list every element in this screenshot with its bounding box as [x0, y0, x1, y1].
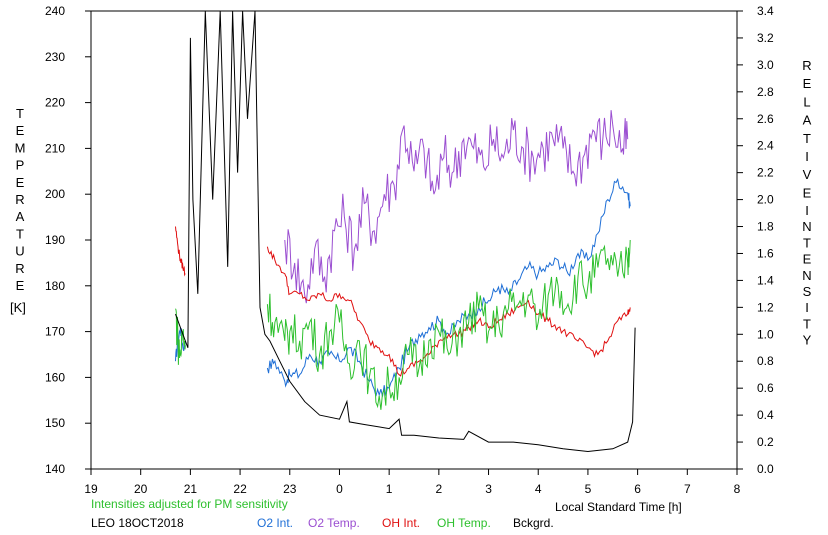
x-axis-label: Local Standard Time [h] — [555, 500, 682, 514]
x-axis-tick-label: 7 — [684, 482, 691, 496]
left-axis-label-letter: T — [16, 226, 24, 241]
left-axis-tick-label: 190 — [45, 233, 65, 247]
right-axis-label-letter: A — [803, 113, 812, 128]
right-axis-label-letter: N — [802, 219, 811, 234]
right-axis-label-letter: Y — [803, 333, 812, 348]
series-line-oh-int — [175, 226, 186, 277]
x-axis-tick-label: 23 — [283, 482, 297, 496]
x-axis-tick-label: 8 — [734, 482, 741, 496]
right-axis-label-letter: I — [805, 300, 809, 315]
series-line-oh-temp — [266, 239, 631, 410]
left-axis-label-letter: R — [15, 192, 24, 207]
left-axis-tick-label: 210 — [45, 141, 65, 155]
right-axis-tick-label: 0.8 — [757, 354, 774, 368]
right-axis-tick-label: 2.4 — [757, 139, 774, 153]
series-line-oh-int — [266, 246, 631, 377]
left-axis-label-letter: E — [16, 123, 25, 138]
right-axis-tick-label: 0.0 — [757, 462, 774, 476]
right-axis-label-letter: E — [803, 76, 812, 91]
series-line-o2-temp — [284, 110, 629, 304]
x-axis-tick-label: 20 — [134, 482, 148, 496]
x-axis-tick-label: 22 — [233, 482, 247, 496]
right-axis-tick-label: 1.6 — [757, 246, 774, 260]
left-axis-tick-label: 230 — [45, 50, 65, 64]
legend-entry-oh-int: OH Int. — [382, 516, 420, 530]
right-axis-tick-label: 3.4 — [757, 4, 774, 18]
right-axis-label-letter: I — [805, 203, 809, 218]
left-axis-tick-label: 220 — [45, 96, 65, 110]
x-axis-tick-label: 0 — [336, 482, 343, 496]
legend-entry-oh-temp: OH Temp. — [437, 516, 491, 530]
axes-group: 1401501601701801902002102202302400.00.20… — [15, 4, 812, 496]
left-axis-label-letter: M — [15, 140, 26, 155]
right-axis-label-letter: R — [802, 58, 811, 73]
x-axis-tick-label: 19 — [84, 482, 98, 496]
left-axis-tick-label: 160 — [45, 370, 65, 384]
left-axis-tick-label: 240 — [45, 4, 65, 18]
x-axis-tick-label: 21 — [184, 482, 198, 496]
right-axis-label-letter: T — [803, 316, 811, 331]
right-axis-label-letter: V — [803, 167, 812, 182]
right-axis-tick-label: 0.2 — [757, 435, 774, 449]
right-axis-label-letter: L — [803, 94, 810, 109]
legend: O2 Int. O2 Temp. OH Int. OH Temp. Bckgrd. — [257, 516, 554, 530]
right-axis-tick-label: 1.8 — [757, 220, 774, 234]
right-axis-tick-label: 1.4 — [757, 273, 774, 287]
legend-entry-o2-int: O2 Int. — [257, 516, 293, 530]
left-axis-tick-label: 200 — [45, 187, 65, 201]
left-axis-unit: [K] — [10, 300, 26, 315]
right-axis-label-letter: T — [803, 235, 811, 250]
right-axis-tick-label: 2.8 — [757, 85, 774, 99]
legend-entry-o2-temp: O2 Temp. — [308, 516, 360, 530]
right-axis-label-letter: S — [803, 284, 812, 299]
left-axis-label-letter: U — [15, 244, 24, 259]
right-axis-tick-label: 3.2 — [757, 31, 774, 45]
x-axis-tick-label: 5 — [585, 482, 592, 496]
left-axis-label-letter: E — [16, 175, 25, 190]
legend-entry-bckgrd: Bckgrd. — [513, 516, 554, 530]
left-axis-tick-label: 150 — [45, 416, 65, 430]
series-line-bckgrd — [175, 10, 636, 453]
left-axis-tick-label: 140 — [45, 462, 65, 476]
x-axis-tick-label: 6 — [634, 482, 641, 496]
plot-frame — [90, 10, 738, 470]
left-axis-label-letter: E — [16, 278, 25, 293]
left-axis-tick-label: 170 — [45, 325, 65, 339]
left-axis-label-letter: P — [16, 158, 25, 173]
right-axis-label-letter: E — [803, 185, 812, 200]
x-axis-tick-label: 2 — [436, 482, 443, 496]
right-axis-label-letter: N — [802, 268, 811, 283]
right-axis-label-letter: E — [803, 252, 812, 267]
site-date-label: LEO 18OCT2018 — [91, 516, 184, 530]
right-axis-label-letter: T — [803, 131, 811, 146]
left-axis-label-letter: A — [16, 209, 25, 224]
x-axis-tick-label: 3 — [485, 482, 492, 496]
left-axis-label-letter: T — [16, 106, 24, 121]
left-axis-tick-label: 180 — [45, 279, 65, 293]
right-axis-label-letter: I — [805, 149, 809, 164]
right-axis-tick-label: 1.2 — [757, 300, 774, 314]
right-axis-tick-label: 2.2 — [757, 166, 774, 180]
x-axis-tick-label: 1 — [386, 482, 393, 496]
right-axis-tick-label: 0.6 — [757, 381, 774, 395]
right-axis-tick-label: 2.6 — [757, 112, 774, 126]
series-line-oh-temp — [175, 308, 186, 365]
left-axis-label-letter: R — [15, 261, 24, 276]
x-axis-tick-label: 4 — [535, 482, 542, 496]
right-axis-tick-label: 0.4 — [757, 408, 774, 422]
right-axis-tick-label: 1.0 — [757, 327, 774, 341]
series-group — [175, 10, 636, 453]
right-axis-tick-label: 3.0 — [757, 58, 774, 72]
right-axis-tick-label: 2.0 — [757, 193, 774, 207]
sensitivity-note: Intensities adjusted for PM sensitivity — [91, 497, 288, 511]
